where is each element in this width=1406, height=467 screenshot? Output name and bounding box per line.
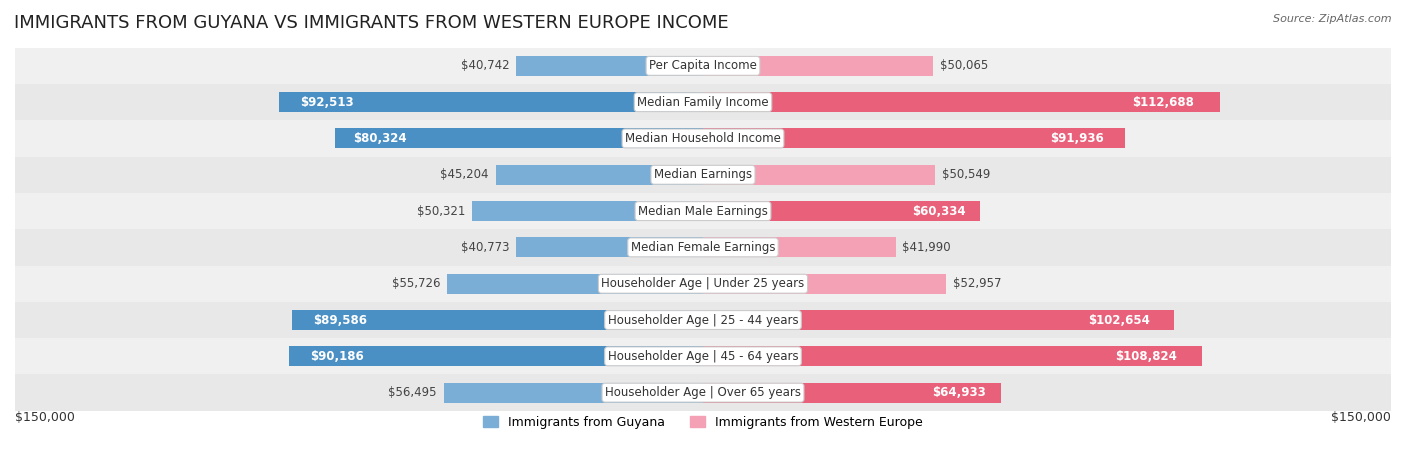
Text: $40,773: $40,773 bbox=[461, 241, 509, 254]
Bar bbox=[15, 120, 1391, 156]
Text: Householder Age | Over 65 years: Householder Age | Over 65 years bbox=[605, 386, 801, 399]
Text: Median Earnings: Median Earnings bbox=[654, 168, 752, 181]
Bar bbox=[444, 382, 703, 403]
Bar bbox=[496, 165, 703, 185]
Text: Median Household Income: Median Household Income bbox=[626, 132, 780, 145]
Bar bbox=[15, 375, 1391, 411]
Text: $55,726: $55,726 bbox=[392, 277, 440, 290]
Bar bbox=[447, 274, 703, 294]
Bar bbox=[15, 266, 1391, 302]
Bar bbox=[703, 92, 1220, 112]
Text: $45,204: $45,204 bbox=[440, 168, 489, 181]
Text: $41,990: $41,990 bbox=[903, 241, 950, 254]
Text: Source: ZipAtlas.com: Source: ZipAtlas.com bbox=[1274, 14, 1392, 24]
Text: Median Family Income: Median Family Income bbox=[637, 96, 769, 109]
Text: $56,495: $56,495 bbox=[388, 386, 437, 399]
Text: $50,549: $50,549 bbox=[942, 168, 990, 181]
Bar bbox=[278, 92, 703, 112]
Bar bbox=[703, 274, 946, 294]
Bar bbox=[15, 48, 1391, 84]
Text: $40,742: $40,742 bbox=[461, 59, 509, 72]
Text: $50,321: $50,321 bbox=[418, 205, 465, 218]
Bar bbox=[703, 347, 1202, 366]
Legend: Immigrants from Guyana, Immigrants from Western Europe: Immigrants from Guyana, Immigrants from … bbox=[478, 410, 928, 433]
Bar bbox=[290, 347, 703, 366]
Bar bbox=[15, 84, 1391, 120]
Text: Median Male Earnings: Median Male Earnings bbox=[638, 205, 768, 218]
Text: $108,824: $108,824 bbox=[1115, 350, 1177, 363]
Text: $52,957: $52,957 bbox=[953, 277, 1001, 290]
Text: $89,586: $89,586 bbox=[312, 313, 367, 326]
Text: Householder Age | 25 - 44 years: Householder Age | 25 - 44 years bbox=[607, 313, 799, 326]
Text: $80,324: $80,324 bbox=[353, 132, 406, 145]
Bar bbox=[15, 338, 1391, 375]
Bar bbox=[15, 229, 1391, 266]
Text: $92,513: $92,513 bbox=[299, 96, 353, 109]
Bar bbox=[516, 237, 703, 257]
Bar bbox=[703, 128, 1125, 149]
Text: Householder Age | 45 - 64 years: Householder Age | 45 - 64 years bbox=[607, 350, 799, 363]
Text: $64,933: $64,933 bbox=[932, 386, 986, 399]
Bar bbox=[15, 156, 1391, 193]
Text: IMMIGRANTS FROM GUYANA VS IMMIGRANTS FROM WESTERN EUROPE INCOME: IMMIGRANTS FROM GUYANA VS IMMIGRANTS FRO… bbox=[14, 14, 728, 32]
Text: $90,186: $90,186 bbox=[311, 350, 364, 363]
Bar bbox=[15, 302, 1391, 338]
Text: $50,065: $50,065 bbox=[939, 59, 988, 72]
Text: $150,000: $150,000 bbox=[1331, 411, 1391, 424]
Bar bbox=[703, 201, 980, 221]
Bar bbox=[703, 56, 932, 76]
Bar bbox=[472, 201, 703, 221]
Bar bbox=[516, 56, 703, 76]
Bar bbox=[292, 310, 703, 330]
Text: Median Female Earnings: Median Female Earnings bbox=[631, 241, 775, 254]
Text: $102,654: $102,654 bbox=[1088, 313, 1150, 326]
Bar bbox=[15, 193, 1391, 229]
Text: Householder Age | Under 25 years: Householder Age | Under 25 years bbox=[602, 277, 804, 290]
Text: $150,000: $150,000 bbox=[15, 411, 75, 424]
Bar bbox=[335, 128, 703, 149]
Text: $60,334: $60,334 bbox=[912, 205, 966, 218]
Text: $91,936: $91,936 bbox=[1050, 132, 1104, 145]
Bar bbox=[703, 382, 1001, 403]
Bar bbox=[703, 237, 896, 257]
Text: Per Capita Income: Per Capita Income bbox=[650, 59, 756, 72]
Bar bbox=[703, 310, 1174, 330]
Bar bbox=[703, 165, 935, 185]
Text: $112,688: $112,688 bbox=[1132, 96, 1194, 109]
